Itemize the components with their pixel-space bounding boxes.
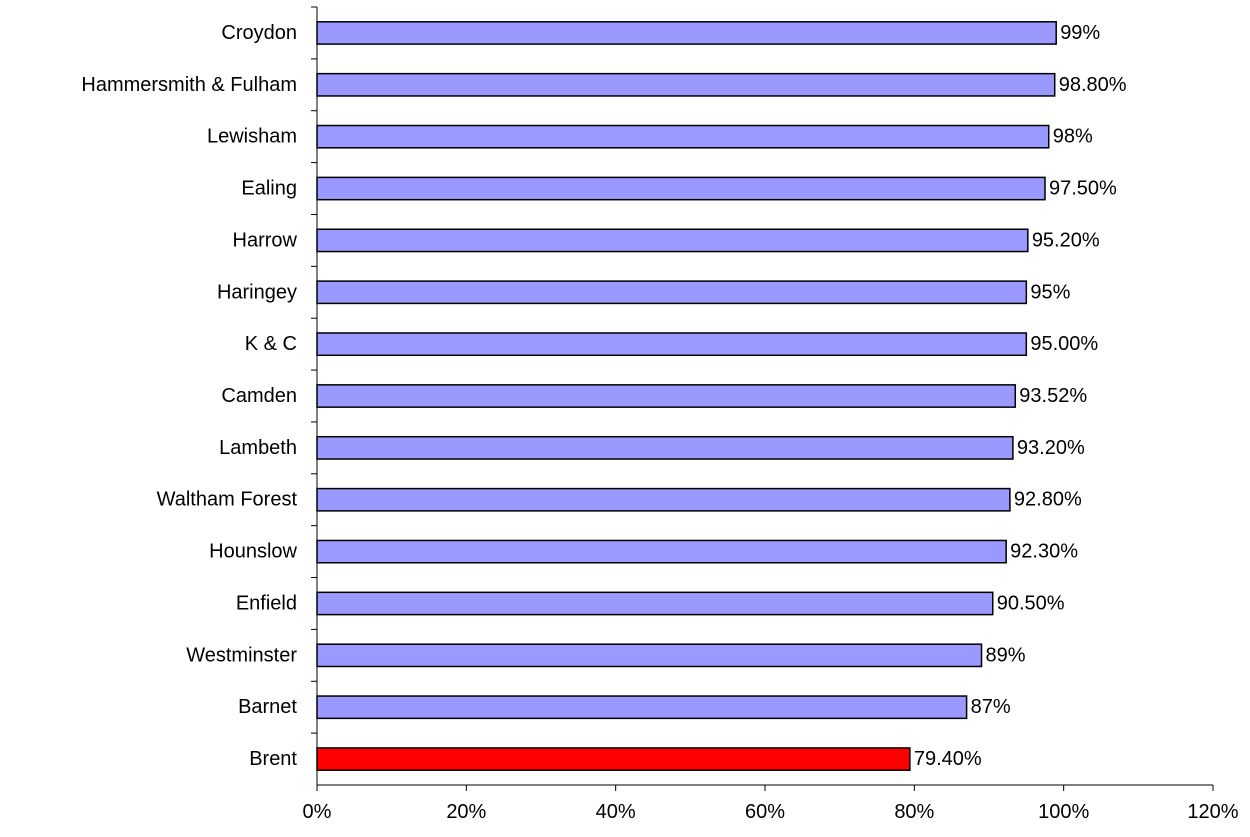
value-label: 99%	[1060, 22, 1100, 44]
bars-group	[316, 21, 1057, 771]
category-label: Harrow	[233, 229, 298, 251]
value-label: 89%	[986, 644, 1026, 666]
value-label: 90.50%	[997, 592, 1065, 614]
category-label: Westminster	[186, 644, 297, 666]
category-label: Waltham Forest	[157, 489, 298, 511]
category-label: Lambeth	[219, 437, 297, 459]
bar-11	[316, 591, 994, 616]
value-label: 95.00%	[1030, 333, 1098, 355]
category-label: Barnet	[238, 696, 297, 718]
value-label: 92.80%	[1014, 489, 1082, 511]
bar-13	[316, 695, 968, 720]
category-label: Brent	[249, 748, 297, 770]
value-label: 79.40%	[914, 748, 982, 770]
value-label: 93.20%	[1017, 437, 1085, 459]
x-tick-label: 0%	[303, 801, 332, 823]
bar-2	[316, 124, 1050, 149]
value-label: 95%	[1030, 281, 1070, 303]
category-label: Ealing	[241, 178, 297, 200]
value-label: 93.52%	[1019, 385, 1087, 407]
value-label: 87%	[971, 696, 1011, 718]
bar-7	[316, 384, 1017, 408]
value-label: 92.30%	[1010, 541, 1078, 563]
category-label: Haringey	[217, 281, 297, 303]
category-label: Hounslow	[209, 541, 297, 563]
category-label: Enfield	[236, 592, 297, 614]
value-label: 97.50%	[1049, 178, 1117, 200]
bar-0	[316, 21, 1057, 45]
category-label: Croydon	[221, 22, 297, 44]
x-tick-label: 60%	[745, 801, 785, 823]
category-labels-group: Croydon Hammersmith & Fulham Lewisham Ealin…	[81, 22, 297, 770]
category-label: Hammersmith & Fulham	[81, 74, 297, 96]
x-tick-label: 20%	[446, 801, 486, 823]
category-label: Lewisham	[207, 126, 297, 148]
x-tick-label: 80%	[894, 801, 934, 823]
x-tick-label: 40%	[596, 801, 636, 823]
bar-14	[316, 747, 911, 771]
bar-6	[316, 332, 1028, 357]
bar-5	[316, 280, 1028, 305]
bar-10	[316, 539, 1007, 564]
bar-12	[316, 643, 983, 668]
value-label: 95.20%	[1032, 229, 1100, 251]
x-tick-label: 100%	[1038, 801, 1089, 823]
bar-3	[316, 176, 1046, 201]
bar-8	[316, 435, 1014, 460]
bar-1	[316, 72, 1056, 97]
value-label: 98%	[1053, 126, 1093, 148]
bar-9	[316, 487, 1011, 512]
ticks-group: 0% 20% 40% 60% 80% 100% 120%	[303, 6, 1239, 823]
category-label: Camden	[221, 385, 297, 407]
x-tick-label: 120%	[1187, 801, 1238, 823]
value-labels-group: 99% 98.80% 98% 97.50% 95.20% 95% 95.00% 93.52% 9…	[914, 22, 1127, 770]
category-label: K & C	[245, 333, 297, 355]
value-label: 98.80%	[1059, 74, 1127, 96]
bar-4	[316, 228, 1029, 253]
